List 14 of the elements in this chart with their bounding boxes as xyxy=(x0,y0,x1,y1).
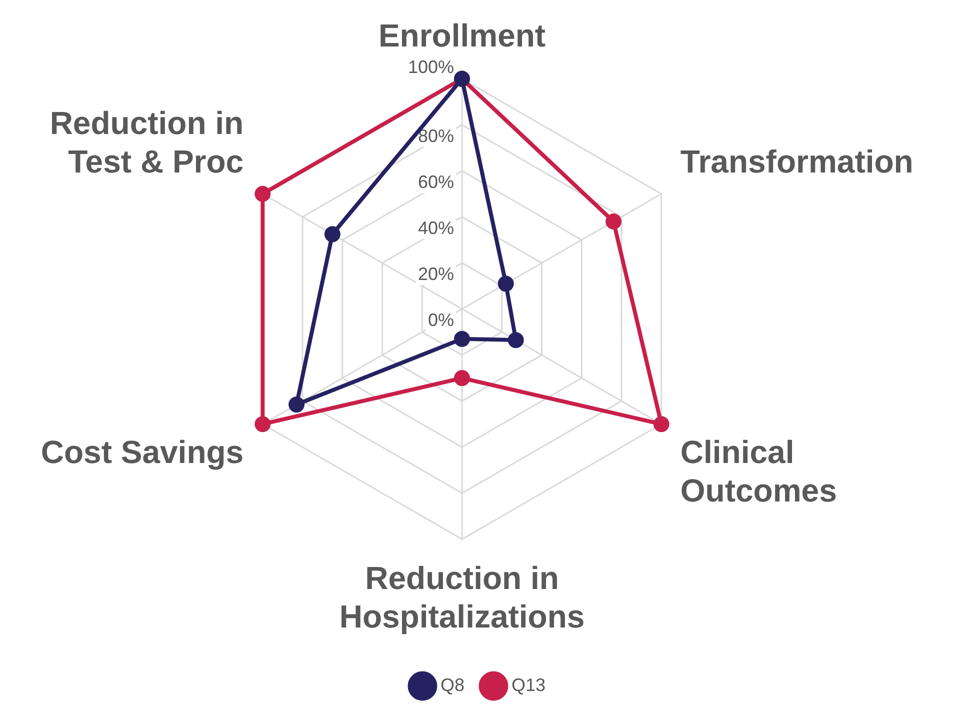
y-tick-label: 80% xyxy=(418,126,454,146)
spoke-label: Cost Savings xyxy=(40,434,244,470)
spoke-label: Transformation xyxy=(680,144,914,180)
y-tick-label: 0% xyxy=(428,310,454,330)
y-tick-label: 60% xyxy=(418,172,454,192)
legend-label: Q8 xyxy=(440,674,464,695)
spoke-label: Reduction in Hospitalizations xyxy=(339,560,585,635)
spoke-label: Enrollment xyxy=(378,17,546,54)
y-tick-label: 100% xyxy=(408,56,454,77)
legend-label: Q13 xyxy=(511,674,546,695)
spoke-label: Clinical Outcomes xyxy=(680,434,837,509)
y-tick-label: 20% xyxy=(418,264,454,284)
spoke-label: Reduction in Test & Proc xyxy=(50,105,244,180)
y-tick-label: 40% xyxy=(418,218,454,238)
